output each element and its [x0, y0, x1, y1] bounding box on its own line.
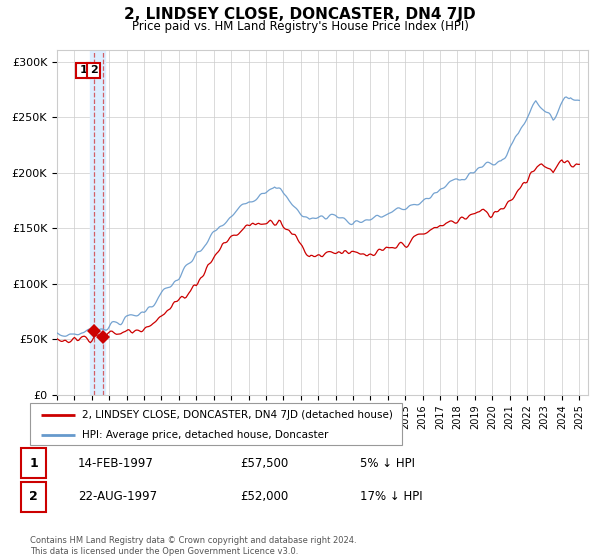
Text: 5% ↓ HPI: 5% ↓ HPI [360, 457, 415, 470]
Text: 2, LINDSEY CLOSE, DONCASTER, DN4 7JD (detached house): 2, LINDSEY CLOSE, DONCASTER, DN4 7JD (de… [82, 410, 393, 420]
Text: 22-AUG-1997: 22-AUG-1997 [78, 491, 157, 503]
Text: £57,500: £57,500 [240, 457, 288, 470]
FancyBboxPatch shape [30, 403, 402, 445]
Text: 14-FEB-1997: 14-FEB-1997 [78, 457, 154, 470]
Text: 2: 2 [89, 66, 97, 76]
Text: Contains HM Land Registry data © Crown copyright and database right 2024.
This d: Contains HM Land Registry data © Crown c… [30, 536, 356, 556]
Text: HPI: Average price, detached house, Doncaster: HPI: Average price, detached house, Donc… [82, 430, 328, 440]
Text: 1: 1 [29, 457, 38, 470]
Text: 2, LINDSEY CLOSE, DONCASTER, DN4 7JD: 2, LINDSEY CLOSE, DONCASTER, DN4 7JD [124, 7, 476, 22]
Bar [91, 50, 105, 395]
Text: 2: 2 [29, 491, 38, 503]
Text: Price paid vs. HM Land Registry's House Price Index (HPI): Price paid vs. HM Land Registry's House … [131, 20, 469, 33]
Text: £52,000: £52,000 [240, 491, 288, 503]
Text: 1: 1 [79, 66, 87, 76]
Text: 17% ↓ HPI: 17% ↓ HPI [360, 491, 422, 503]
